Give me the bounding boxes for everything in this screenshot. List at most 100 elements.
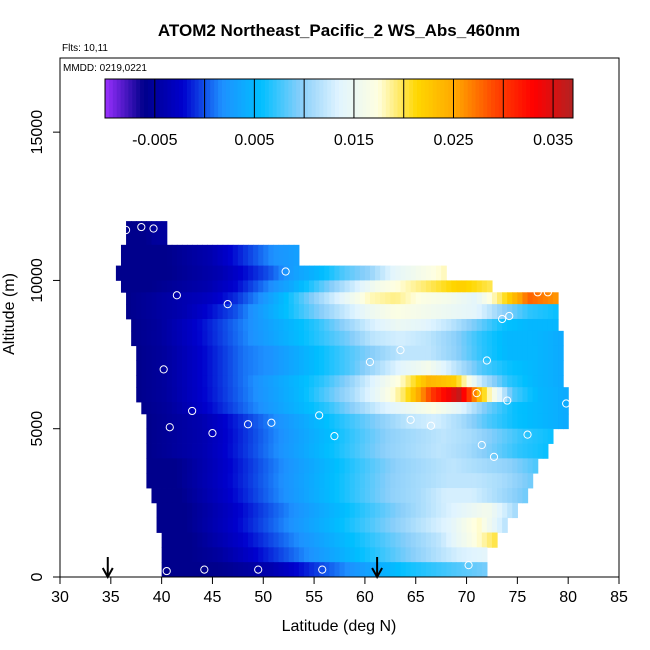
heatmap-cell (248, 532, 254, 548)
heatmap-cell (410, 292, 417, 305)
heatmap-cell (187, 292, 193, 305)
heatmap-cell (364, 304, 371, 320)
heatmap-cell (461, 304, 468, 320)
heatmap-cell (522, 292, 529, 305)
down-arrow-icon (101, 557, 114, 580)
heatmap-cell (461, 318, 468, 332)
heatmap-cell (476, 360, 483, 376)
heatmap-cell (359, 292, 366, 305)
heatmap-cell (283, 488, 290, 504)
heatmap-cell (151, 387, 158, 403)
heatmap-cell (319, 473, 325, 489)
heatmap-cell (461, 375, 468, 388)
heatmap-cell (314, 473, 320, 489)
heatmap-cell (222, 280, 229, 293)
heatmap-cell (197, 360, 203, 376)
heatmap-cell (405, 562, 412, 578)
heatmap-cell (558, 402, 564, 415)
heatmap-cell (415, 360, 422, 376)
heatmap-cell (420, 458, 427, 474)
heatmap-cell (527, 458, 534, 474)
heatmap-cell (471, 547, 478, 563)
sample-point (498, 314, 507, 324)
heatmap-cell (192, 244, 198, 266)
heatmap-cell (242, 488, 249, 504)
heatmap-cell (410, 375, 417, 388)
y-tick-label: 15000 (29, 110, 46, 155)
heatmap-cell (507, 443, 513, 459)
heatmap-cell (542, 387, 549, 403)
heatmap-cell (202, 304, 208, 320)
heatmap-cell (237, 304, 244, 320)
heatmap-cell (268, 488, 275, 504)
heatmap-cell (349, 265, 356, 281)
heatmap-cell (171, 488, 178, 504)
heatmap-cell (359, 304, 366, 320)
heatmap-cell (309, 428, 315, 444)
sample-point (208, 429, 217, 438)
heatmap-cell (375, 387, 381, 403)
heatmap-cell (339, 428, 346, 444)
heatmap-cell (309, 292, 315, 305)
colorbar-segment (179, 79, 184, 118)
heatmap-cell (344, 443, 351, 459)
heatmap-cell (136, 221, 142, 246)
heatmap-cell (375, 265, 381, 281)
heatmap-cell (420, 360, 427, 376)
sample-point (330, 432, 339, 441)
heatmap-cell (339, 488, 346, 504)
heatmap-cell (456, 330, 463, 347)
colorbar-segment (186, 79, 192, 118)
heatmap-cell (497, 443, 503, 459)
heatmap-cell (486, 532, 493, 548)
heatmap-cell (395, 532, 402, 548)
heatmap-cell (293, 562, 300, 578)
heatmap-cell (359, 443, 366, 459)
heatmap-cell (517, 387, 524, 403)
heatmap-cell (324, 387, 330, 403)
heatmap-cell (451, 517, 457, 533)
colorbar-segment (534, 79, 539, 118)
heatmap-cell (344, 360, 351, 376)
heatmap-cell (319, 532, 325, 548)
heatmap-cell (303, 562, 310, 578)
heatmap-cell (232, 244, 239, 266)
heatmap-cell (430, 292, 437, 305)
heatmap-cell (410, 517, 417, 533)
heatmap-cell (263, 304, 269, 320)
heatmap-cell (385, 413, 391, 430)
heatmap-cell (497, 292, 503, 305)
heatmap-cell (410, 280, 417, 293)
heatmap-cell (314, 532, 320, 548)
heatmap-cell (202, 280, 208, 293)
heatmap-cell (400, 402, 407, 415)
heatmap-cell (151, 304, 158, 320)
heatmap-cell (537, 330, 544, 347)
heatmap-cell (542, 292, 549, 305)
colorbar-segment (116, 79, 122, 118)
heatmap-cell (481, 413, 488, 430)
heatmap-cell (446, 360, 452, 376)
heatmap-cell (491, 318, 498, 332)
heatmap-cell (268, 517, 275, 533)
heatmap-cell (197, 443, 203, 459)
colorbar-segment (389, 79, 395, 118)
heatmap-cell (319, 428, 325, 444)
heatmap-cell (176, 304, 183, 320)
heatmap-cell (334, 375, 341, 388)
heatmap-cell (446, 402, 452, 415)
heatmap-cell (334, 402, 341, 415)
heatmap-cell (151, 330, 158, 347)
heatmap-cell (507, 488, 513, 504)
heatmap-cell (212, 562, 219, 578)
heatmap-cell (232, 345, 239, 361)
heatmap-cell (522, 413, 529, 430)
heatmap-cell (278, 473, 285, 489)
heatmap-cell (349, 345, 356, 361)
heatmap-cell (385, 265, 391, 281)
heatmap-cell (197, 387, 203, 403)
colorbar-segment (175, 79, 180, 118)
heatmap-cell (319, 318, 325, 332)
heatmap-cell (522, 360, 529, 376)
heatmap-cell (288, 387, 295, 403)
